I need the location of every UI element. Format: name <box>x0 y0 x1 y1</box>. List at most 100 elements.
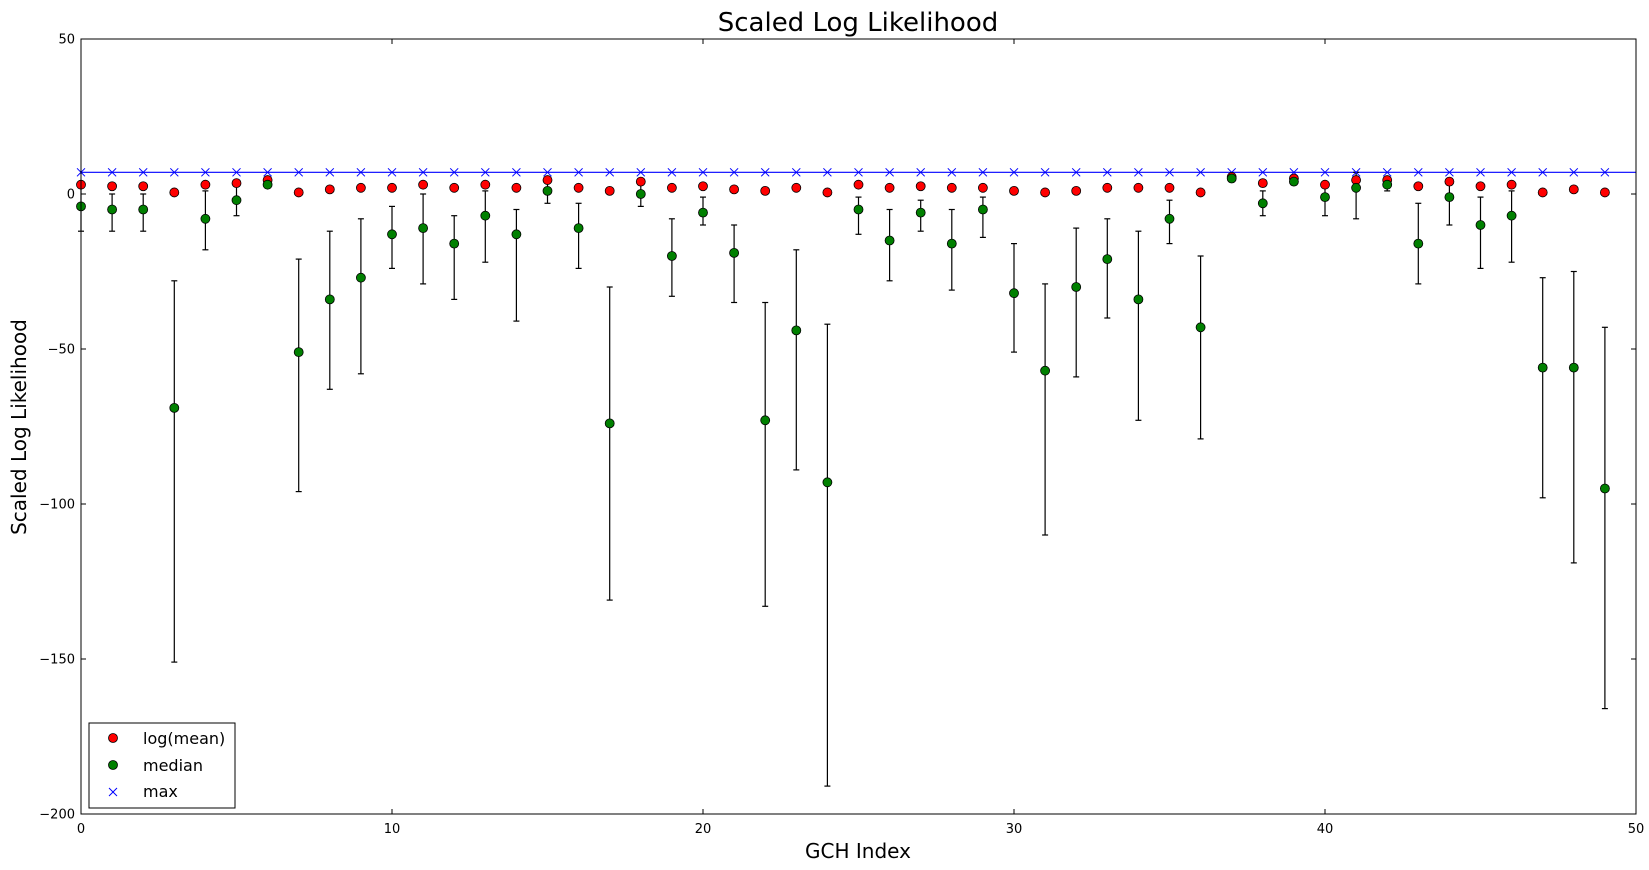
x-tick-label: 30 <box>1006 822 1023 837</box>
median-error-bar <box>731 224 738 304</box>
x-tick-label: 10 <box>384 822 401 837</box>
log-mean-point <box>387 182 397 193</box>
max-point <box>1445 167 1454 177</box>
log-mean-point <box>791 182 802 193</box>
log-mean-point <box>231 178 242 189</box>
legend-marker-log-mean <box>108 733 118 743</box>
log-mean-point <box>760 185 771 196</box>
max-point <box>232 167 241 177</box>
max-point <box>418 167 428 177</box>
max-point <box>1476 167 1485 177</box>
median-point <box>1164 213 1175 224</box>
max-point <box>729 167 739 177</box>
median-error-bar <box>824 323 831 787</box>
max-point <box>1009 167 1019 177</box>
median-error-bar <box>1508 190 1515 263</box>
x-tick-label: 20 <box>695 822 712 837</box>
log-mean-point <box>480 179 491 190</box>
log-mean-point <box>1071 185 1082 196</box>
median-point <box>915 207 926 218</box>
median-point <box>729 247 739 258</box>
max-point <box>480 167 490 177</box>
log-mean-point <box>169 187 180 198</box>
median-point <box>698 207 708 218</box>
log-mean-point <box>884 182 895 193</box>
median-point <box>355 272 366 283</box>
median-error-bar <box>1104 218 1111 319</box>
median-point <box>822 477 833 488</box>
log-mean-point <box>449 182 460 193</box>
max-point <box>138 167 148 177</box>
median-point <box>1009 288 1019 299</box>
plot-area <box>76 167 1636 787</box>
median-error-bar <box>1539 277 1546 499</box>
log-mean-point <box>1040 187 1050 198</box>
y-tick-label: −50 <box>48 343 75 358</box>
median-point <box>635 189 646 199</box>
median-error-bar <box>1570 270 1577 564</box>
log-mean-point <box>1164 182 1175 193</box>
median-point <box>604 418 615 429</box>
max-point <box>760 167 770 177</box>
log-mean-point <box>667 182 677 193</box>
max-point <box>1569 167 1579 177</box>
max-point <box>201 167 210 177</box>
median-point <box>107 204 117 215</box>
median-error-bar <box>513 208 520 322</box>
median-error-bar <box>482 190 489 263</box>
median-error-bar <box>948 208 955 291</box>
median-point <box>1413 238 1424 249</box>
log-mean-point <box>1257 178 1268 189</box>
median-error-bar <box>1197 255 1204 440</box>
log-mean-point <box>1009 185 1019 196</box>
max-point <box>1071 167 1081 177</box>
max-point <box>387 167 397 177</box>
median-point <box>884 235 895 246</box>
log-mean-point <box>1475 181 1486 192</box>
median-point <box>573 223 584 234</box>
median-point <box>1382 179 1393 190</box>
median-point <box>1257 198 1268 209</box>
log-mean-point <box>1600 187 1610 198</box>
y-tick-label: −200 <box>39 808 75 823</box>
legend-marker-max <box>108 787 118 797</box>
median-point <box>1195 322 1206 333</box>
max-point <box>823 167 832 177</box>
median-point <box>760 415 771 426</box>
median-point <box>511 229 522 240</box>
max-point <box>636 167 646 177</box>
median-point <box>791 325 802 336</box>
log-mean-point <box>698 181 708 192</box>
log-mean-point <box>946 182 957 193</box>
log-mean-point <box>1320 179 1330 190</box>
legend-marker-median <box>108 760 118 770</box>
log-mean-point <box>853 179 864 190</box>
y-tick-label: 0 <box>67 188 75 203</box>
max-point <box>1040 167 1050 177</box>
max-point <box>1413 167 1423 177</box>
log-mean-point <box>729 184 739 195</box>
x-tick-label: 50 <box>1628 822 1645 837</box>
median-point <box>293 347 304 358</box>
median-point <box>1600 483 1610 494</box>
y-tick-label: −150 <box>39 653 75 668</box>
median-point <box>1444 192 1455 203</box>
max-point <box>1320 167 1330 177</box>
median-error-bar <box>1073 227 1080 378</box>
max-point <box>294 167 304 177</box>
log-mean-point <box>604 185 615 196</box>
max-point <box>449 167 459 177</box>
max-point <box>263 167 272 177</box>
chart-title: Scaled Log Likelihood <box>718 8 999 38</box>
median-point <box>324 294 335 305</box>
legend-label-max: max <box>143 782 178 801</box>
median-error-bar <box>1135 230 1142 421</box>
median-error-bar <box>793 249 800 471</box>
max-point <box>1134 167 1143 177</box>
median-point <box>1506 210 1517 221</box>
max-point <box>667 167 677 177</box>
log-mean-point <box>1537 187 1548 198</box>
log-mean-point <box>1506 179 1517 190</box>
median-point <box>231 195 242 206</box>
y-tick-label: −100 <box>39 498 75 513</box>
